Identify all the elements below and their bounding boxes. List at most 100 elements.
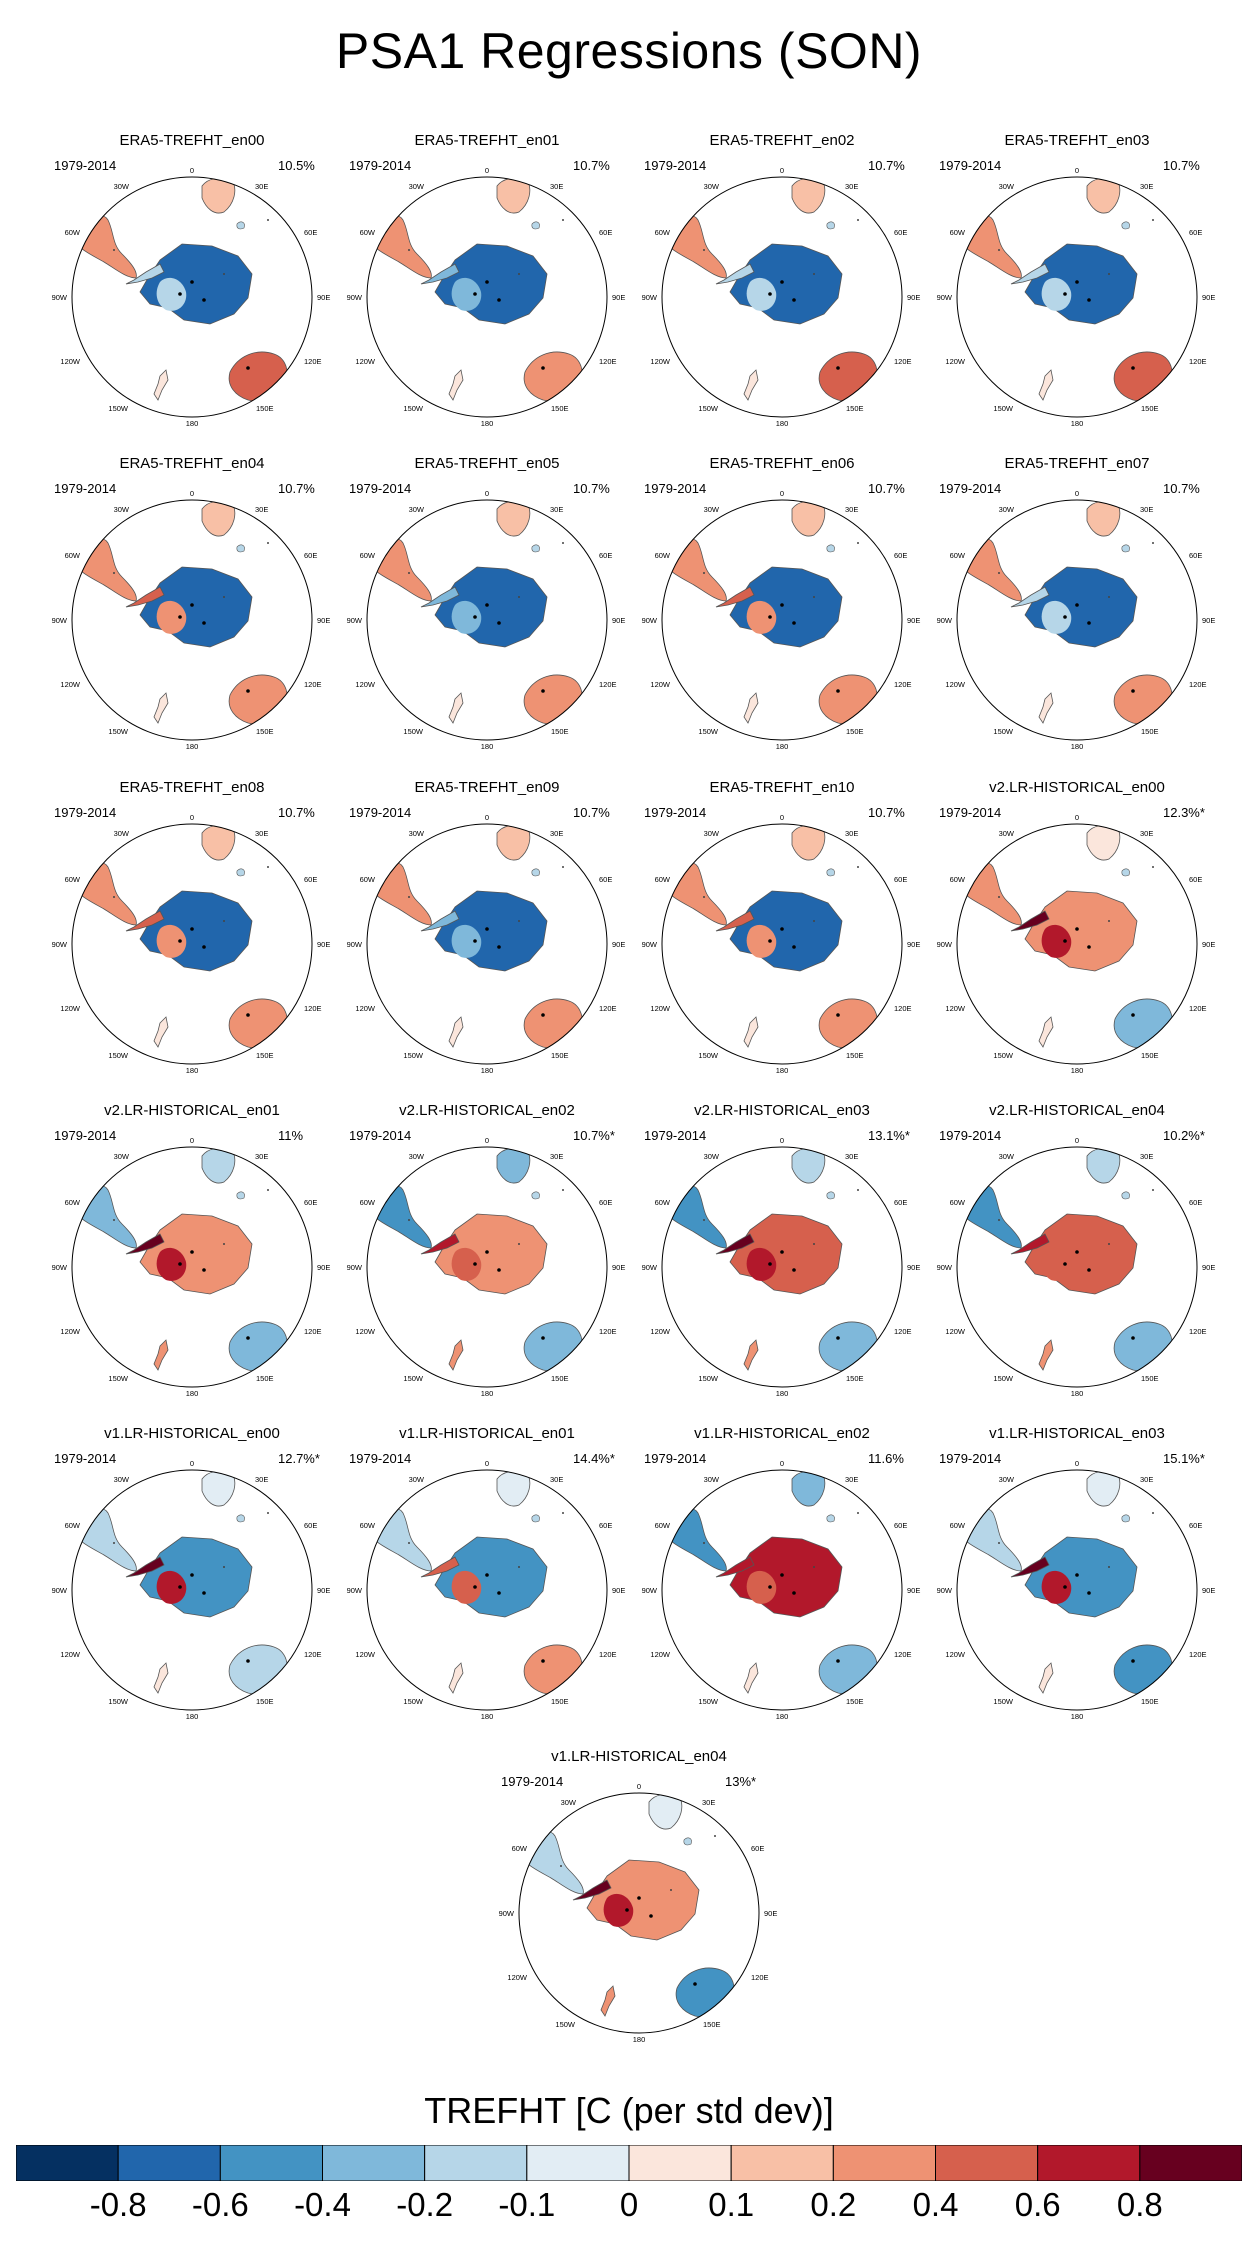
longitude-label: 0 — [1075, 813, 1079, 822]
longitude-label: 180 — [1071, 1389, 1084, 1398]
longitude-label: 90W — [347, 1586, 363, 1595]
longitude-label: 60E — [599, 875, 612, 884]
colorbar — [16, 2145, 1242, 2181]
map-panel: 0 30E 60E 90E 120E 150E 180 150W 120W 90W 60W 30W v2… — [927, 779, 1227, 1079]
region-peninsula — [125, 586, 165, 608]
longitude-label: 150E — [846, 404, 864, 413]
polar-map: 0 30E 60E 90E 120E 150E 180 150W 120W 90W 60W 30W — [642, 489, 921, 751]
region-west-antarctica — [451, 277, 482, 311]
significance-dot — [1131, 1336, 1135, 1340]
longitude-label: 60W — [950, 551, 966, 560]
longitude-label: 180 — [186, 742, 199, 751]
map-border — [661, 823, 903, 1065]
longitude-label: 180 — [186, 1712, 199, 1721]
longitude-label: 150W — [108, 1051, 129, 1060]
longitude-label: 60E — [1189, 1521, 1202, 1530]
longitude-label: 0 — [485, 166, 489, 175]
panel-years: 1979-2014 — [644, 1451, 707, 1466]
longitude-label: 60W — [950, 228, 966, 237]
significance-dot — [202, 945, 206, 949]
significance-dot — [836, 1659, 840, 1663]
longitude-label: 90E — [317, 616, 330, 625]
longitude-label: 150W — [993, 404, 1014, 413]
longitude-label: 60E — [1189, 551, 1202, 560]
region-peninsula — [572, 1879, 612, 1901]
longitude-label: 60W — [65, 875, 81, 884]
region-peninsula — [420, 910, 460, 932]
longitude-label: 60E — [599, 1521, 612, 1530]
significance-dot — [780, 603, 784, 607]
longitude-label: 90E — [612, 1586, 625, 1595]
map-border — [956, 823, 1198, 1065]
panel-percent: 10.7% — [573, 805, 610, 820]
longitude-label: 150E — [846, 1051, 864, 1060]
longitude-label: 90W — [499, 1909, 515, 1918]
significance-dot — [836, 1336, 840, 1340]
longitude-label: 60E — [894, 1198, 907, 1207]
region-west-antarctica — [1041, 924, 1072, 958]
longitude-label: 180 — [1071, 419, 1084, 428]
longitude-label: 180 — [776, 1389, 789, 1398]
longitude-label: 30E — [255, 505, 268, 514]
longitude-label: 120E — [304, 1327, 322, 1336]
panel-percent: 10.5% — [278, 158, 315, 173]
longitude-label: 60E — [1189, 1198, 1202, 1207]
longitude-label: 150E — [1141, 727, 1159, 736]
longitude-label: 30W — [409, 505, 425, 514]
significance-dot — [780, 1250, 784, 1254]
longitude-label: 120W — [60, 1327, 81, 1336]
panel-percent: 10.7% — [868, 805, 905, 820]
longitude-label: 150W — [698, 1697, 719, 1706]
longitude-label: 120W — [650, 1004, 671, 1013]
colorbar-tick-label: -0.6 — [191, 2186, 249, 2223]
longitude-label: 120E — [1189, 1650, 1207, 1659]
longitude-label: 30E — [1140, 1475, 1153, 1484]
longitude-label: 90W — [642, 293, 658, 302]
significance-dot — [541, 1336, 545, 1340]
longitude-label: 90W — [52, 1263, 68, 1272]
longitude-label: 150W — [403, 404, 424, 413]
longitude-label: 30E — [550, 829, 563, 838]
map-border — [661, 499, 903, 741]
longitude-label: 0 — [1075, 1136, 1079, 1145]
longitude-label: 120W — [945, 680, 966, 689]
significance-dot — [541, 366, 545, 370]
significance-dot — [768, 615, 772, 619]
longitude-label: 30E — [1140, 829, 1153, 838]
panel-years: 1979-2014 — [501, 1774, 564, 1789]
longitude-label: 150E — [551, 1051, 569, 1060]
longitude-label: 0 — [780, 166, 784, 175]
map-panel: 0 30E 60E 90E 120E 150E 180 150W 120W 90W 60W 30W v1… — [337, 1425, 637, 1725]
panel-years: 1979-2014 — [939, 481, 1002, 496]
polar-map: 0 30E 60E 90E 120E 150E 180 150W 120W 90W 60W 30W — [347, 489, 626, 751]
significance-dot — [178, 292, 182, 296]
map-border — [661, 1469, 903, 1711]
panel-title: v2.LR-HISTORICAL_en02 — [399, 1102, 575, 1119]
region-peninsula — [715, 1556, 755, 1578]
significance-dot — [1131, 689, 1135, 693]
longitude-label: 90E — [1202, 616, 1215, 625]
longitude-label: 150W — [993, 1051, 1014, 1060]
longitude-label: 150W — [403, 1051, 424, 1060]
map-panel: 0 30E 60E 90E 120E 150E 180 150W 120W 90W 60W 30W v2… — [42, 1102, 342, 1402]
panel-years: 1979-2014 — [644, 481, 707, 496]
significance-dot — [836, 366, 840, 370]
longitude-label: 90E — [612, 940, 625, 949]
significance-dot — [768, 939, 772, 943]
longitude-label: 90W — [642, 940, 658, 949]
region-nz — [1038, 369, 1054, 401]
longitude-label: 0 — [190, 1136, 194, 1145]
longitude-label: 180 — [776, 1712, 789, 1721]
longitude-label: 120W — [945, 1004, 966, 1013]
significance-dot — [1075, 927, 1079, 931]
significance-dot — [473, 1262, 477, 1266]
significance-dot — [625, 1908, 629, 1912]
panel-years: 1979-2014 — [54, 805, 117, 820]
longitude-label: 90W — [642, 616, 658, 625]
longitude-label: 60W — [65, 1521, 81, 1530]
significance-dot — [497, 298, 501, 302]
longitude-label: 60E — [599, 1198, 612, 1207]
significance-dot — [792, 621, 796, 625]
map-panel: 0 30E 60E 90E 120E 150E 180 150W 120W 90W 60W 30W v1… — [42, 1425, 342, 1725]
panel-title: v1.LR-HISTORICAL_en01 — [399, 1425, 575, 1442]
